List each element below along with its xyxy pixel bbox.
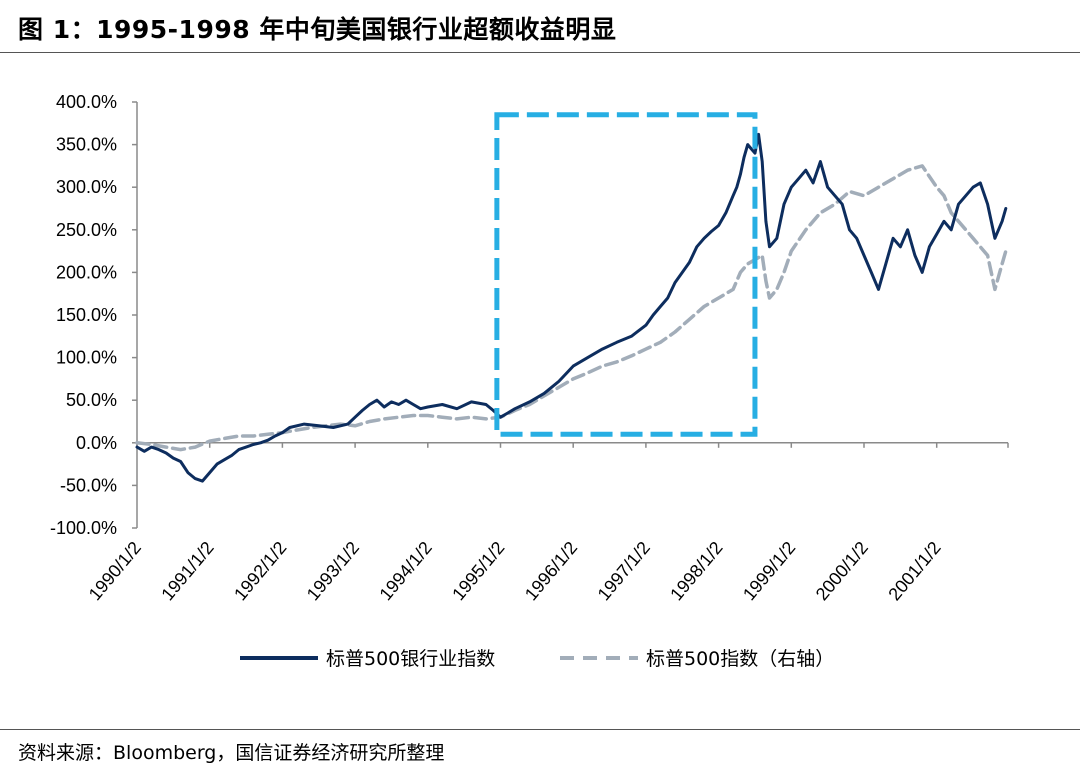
x-tick-label: 1997/1/2 (594, 538, 654, 605)
y-tick-label: 0.0% (76, 433, 117, 453)
x-tick-label: 1998/1/2 (666, 538, 726, 605)
series-line-sp500 (135, 164, 1008, 452)
y-tick-label: 50.0% (66, 390, 117, 410)
x-tick-label: 2000/1/2 (812, 538, 872, 605)
x-axis: 1990/1/2 1991/1/2 1992/1/2 1993/1/2 1994/1/2… (85, 442, 1009, 605)
y-tick-label: 150.0% (56, 305, 117, 325)
source-note: 资料来源：Bloomberg，国信证券经济研究所整理 (18, 742, 445, 764)
x-tick-label: 1991/1/2 (157, 538, 217, 605)
y-tick-label: -100.0% (50, 518, 117, 538)
y-tick-label: 100.0% (56, 348, 117, 368)
y-axis: 400.0% 350.0% 300.0% 250.0% 200.0% 150.0% 100.… (50, 92, 138, 538)
highlight-layer (494, 112, 758, 437)
x-tick-label: 1996/1/2 (521, 538, 581, 605)
x-tick-label: 1993/1/2 (303, 538, 363, 605)
y-tick-label: 300.0% (56, 177, 117, 197)
y-tick-label: 400.0% (56, 92, 117, 112)
x-tick-label: 2001/1/2 (884, 538, 944, 605)
chart-title: 图 1：1995-1998 年中旬美国银行业超额收益明显 (18, 15, 617, 44)
y-tick-label: 250.0% (56, 220, 117, 240)
x-tick-label: 1990/1/2 (85, 538, 145, 605)
legend-label-bank: 标普500银行业指数 (326, 648, 495, 670)
legend: 标普500银行业指数 标普500指数（右轴） (240, 648, 834, 670)
x-tick-label: 1994/1/2 (375, 538, 435, 605)
x-tick-label: 1999/1/2 (739, 538, 799, 605)
highlight-box (494, 112, 758, 437)
y-tick-label: 200.0% (56, 262, 117, 282)
series-line-bank (135, 132, 1008, 483)
line-chart: 400.0% 350.0% 300.0% 250.0% 200.0% 150.0% 100.… (50, 92, 1009, 670)
y-tick-label: 350.0% (56, 135, 117, 155)
x-tick-label: 1992/1/2 (230, 538, 290, 605)
title-divider (0, 52, 1080, 53)
y-tick-label: -50.0% (60, 475, 117, 495)
source-divider (0, 729, 1080, 730)
legend-label-sp500: 标普500指数（右轴） (646, 648, 834, 670)
series-layer (135, 132, 1008, 483)
x-tick-label: 1995/1/2 (448, 538, 508, 605)
